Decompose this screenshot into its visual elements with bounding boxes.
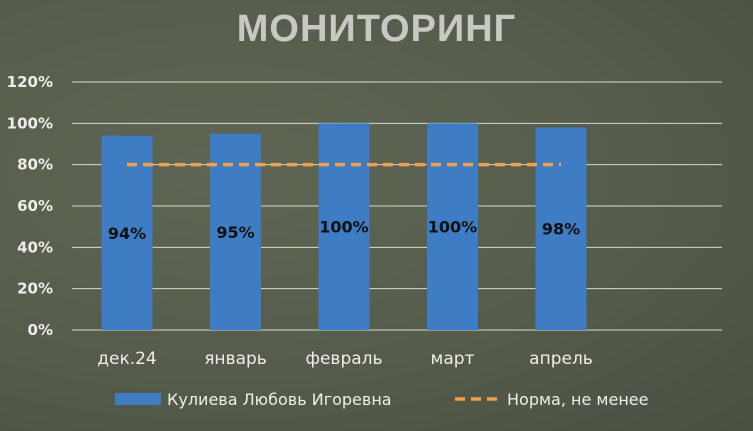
legend-swatch-bar <box>115 393 161 405</box>
bar <box>210 133 261 330</box>
chart-title: МОНИТОРИНГ <box>236 8 517 50</box>
data-label: 100% <box>319 218 368 237</box>
y-tick-label: 0% <box>28 321 53 339</box>
bar <box>101 135 153 330</box>
y-axis: 0% 20% 40% 60% 80% 100% 120% <box>7 73 53 339</box>
y-tick-label: 100% <box>7 114 53 132</box>
legend-label-bar: Кулиева Любовь Игоревна <box>167 390 392 409</box>
x-tick-label: январь <box>204 349 267 369</box>
x-axis: дек.24 январь февраль март апрель <box>97 349 593 369</box>
legend-label-norm: Норма, не менее <box>507 390 648 409</box>
legend: Кулиева Любовь Игоревна Норма, не менее <box>115 390 648 409</box>
data-label: 94% <box>108 224 146 243</box>
bar <box>427 123 478 330</box>
data-label: 98% <box>542 220 580 239</box>
y-tick-label: 120% <box>7 73 53 91</box>
bar <box>535 127 587 330</box>
x-tick-label: апрель <box>529 349 593 369</box>
x-tick-label: дек.24 <box>97 349 157 369</box>
bar <box>318 123 370 330</box>
gridlines <box>72 81 722 331</box>
y-tick-label: 80% <box>17 156 53 174</box>
data-label: 100% <box>428 218 477 237</box>
x-tick-label: февраль <box>305 349 382 369</box>
y-tick-label: 20% <box>17 280 53 298</box>
x-tick-label: март <box>431 349 475 369</box>
data-label: 95% <box>216 223 254 242</box>
bars: 94% 95% 100% 100% 98% <box>101 123 587 330</box>
y-tick-label: 40% <box>17 238 53 256</box>
y-tick-label: 60% <box>17 197 53 215</box>
